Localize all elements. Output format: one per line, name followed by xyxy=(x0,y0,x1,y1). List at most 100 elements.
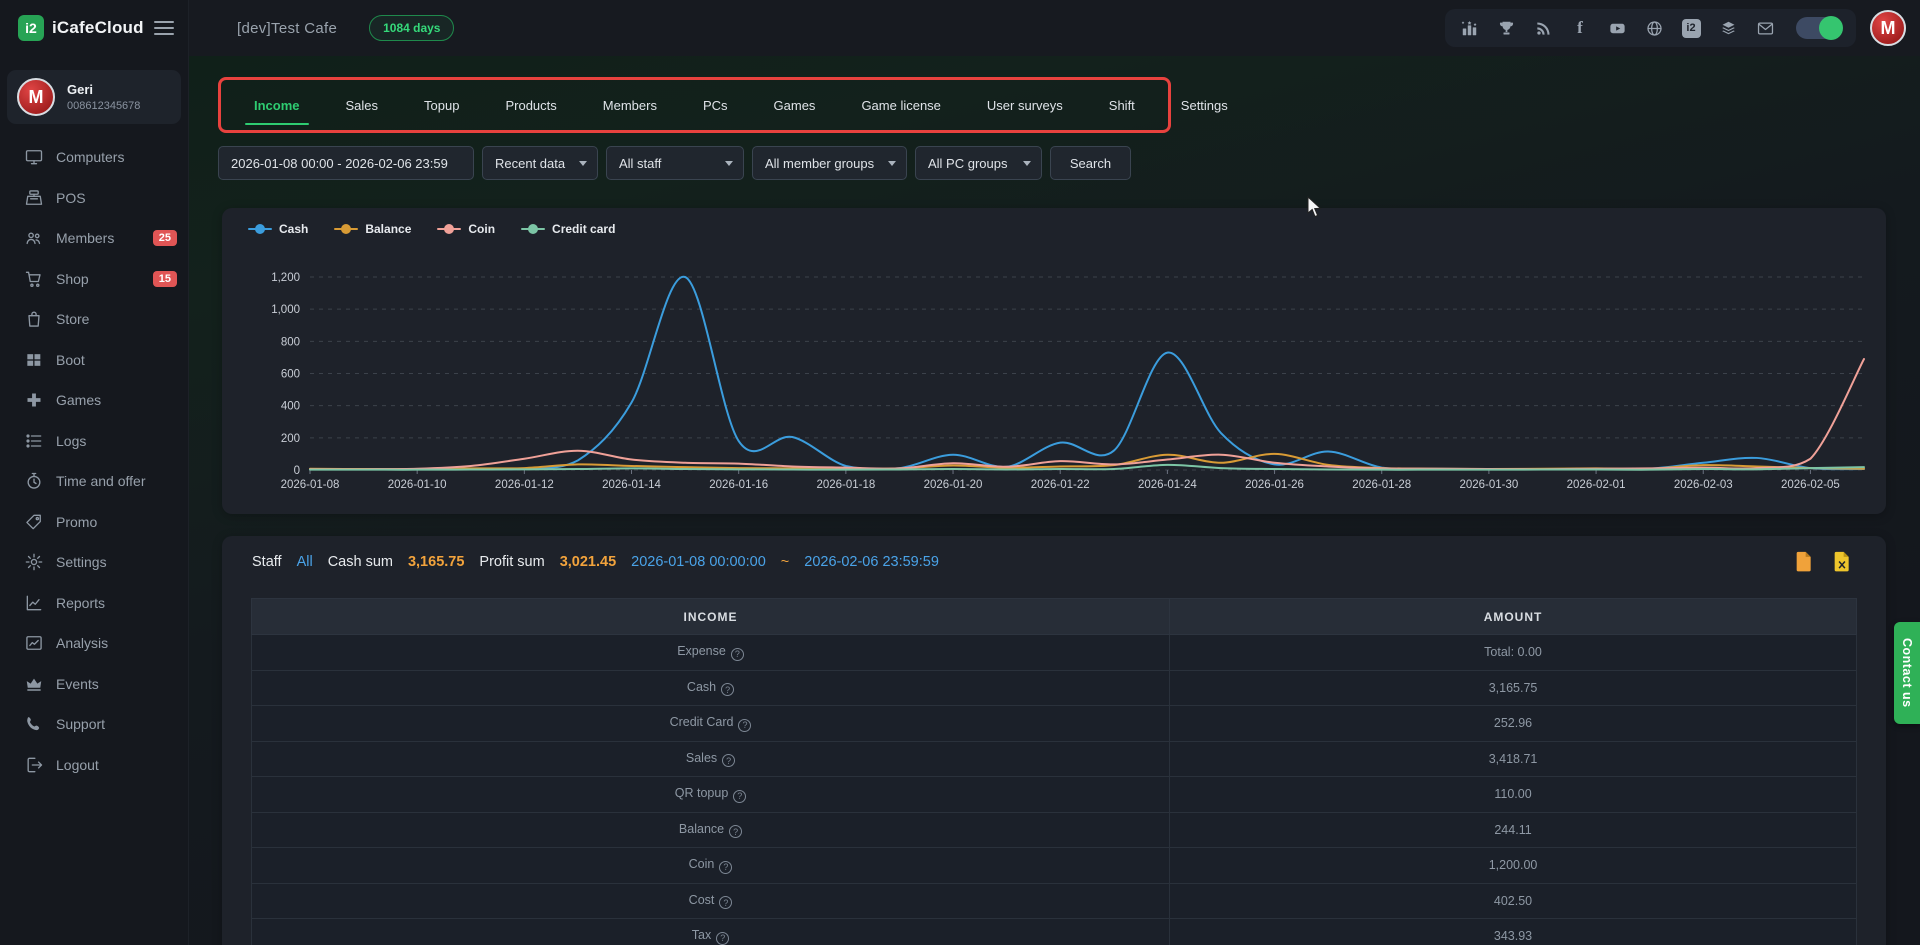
analysis-icon xyxy=(24,633,44,653)
staff-filter-value[interactable]: All xyxy=(297,554,313,570)
tab-income[interactable]: Income xyxy=(231,80,323,130)
sidebar-item-label: Reports xyxy=(56,595,105,611)
table-row: Credit Card?252.96 xyxy=(252,706,1857,742)
sidebar-item-label: Analysis xyxy=(56,635,108,651)
sidebar-item-events[interactable]: Events xyxy=(0,664,189,705)
member-groups-select[interactable]: All member groups xyxy=(752,146,907,180)
table-row: Balance?244.11 xyxy=(252,812,1857,848)
header-icon-tray: f i2 xyxy=(1445,9,1856,47)
svg-text:2026-01-22: 2026-01-22 xyxy=(1031,479,1090,491)
user-phone: 008612345678 xyxy=(67,100,140,112)
sidebar-item-pos[interactable]: POS xyxy=(0,178,189,219)
icafe-icon[interactable]: i2 xyxy=(1681,18,1701,38)
user-card[interactable]: M Geri 008612345678 xyxy=(7,70,181,124)
sidebar-item-support[interactable]: Support xyxy=(0,704,189,745)
svg-text:2026-01-12: 2026-01-12 xyxy=(495,479,554,491)
sidebar-item-boot[interactable]: Boot xyxy=(0,340,189,381)
help-icon[interactable]: ? xyxy=(719,861,732,874)
help-icon[interactable]: ? xyxy=(719,896,732,909)
sidebar-item-label: Games xyxy=(56,392,101,408)
svg-text:2026-01-30: 2026-01-30 xyxy=(1459,479,1518,491)
staff-select[interactable]: All staff xyxy=(606,146,744,180)
pc-groups-select[interactable]: All PC groups xyxy=(915,146,1042,180)
summary-date-from: 2026-01-08 00:00:00 xyxy=(631,554,766,570)
sidebar-item-settings[interactable]: Settings xyxy=(0,542,189,583)
income-row-label: Sales xyxy=(686,751,717,765)
help-icon[interactable]: ? xyxy=(721,683,734,696)
data-select[interactable]: Recent data xyxy=(482,146,598,180)
sidebar-item-logs[interactable]: Logs xyxy=(0,421,189,462)
sidebar-item-time-and-offer[interactable]: Time and offer xyxy=(0,461,189,502)
tab-pcs[interactable]: PCs xyxy=(680,80,751,130)
sidebar-item-games[interactable]: Games xyxy=(0,380,189,421)
top-header: [dev]Test Cafe 1084 days fi2 M xyxy=(189,0,1920,56)
help-icon[interactable]: ? xyxy=(722,754,735,767)
ranking-icon[interactable] xyxy=(1459,18,1479,38)
tab-members[interactable]: Members xyxy=(580,80,680,130)
youtube-icon[interactable] xyxy=(1607,18,1627,38)
chevron-down-icon xyxy=(888,161,896,166)
help-icon[interactable]: ? xyxy=(731,648,744,661)
support-icon xyxy=(24,714,44,734)
sidebar-item-reports[interactable]: Reports xyxy=(0,583,189,624)
members-icon xyxy=(24,228,44,248)
sidebar-item-logout[interactable]: Logout xyxy=(0,745,189,786)
brand-logo-icon[interactable]: i2 xyxy=(18,15,44,41)
summary-date-to: 2026-02-06 23:59:59 xyxy=(804,554,939,570)
income-row-label: Credit Card xyxy=(670,715,734,729)
help-icon[interactable]: ? xyxy=(733,790,746,803)
date-range-input[interactable] xyxy=(218,146,474,180)
sidebar-item-shop[interactable]: Shop15 xyxy=(0,259,189,300)
mail-icon[interactable] xyxy=(1755,18,1775,38)
tab-settings[interactable]: Settings xyxy=(1158,80,1251,130)
pdf-export-icon[interactable] xyxy=(1794,550,1814,573)
svg-text:2026-01-16: 2026-01-16 xyxy=(709,479,768,491)
search-button[interactable]: Search xyxy=(1050,146,1131,180)
svg-text:1,000: 1,000 xyxy=(271,304,300,316)
svg-text:2026-01-20: 2026-01-20 xyxy=(924,479,983,491)
tab-sales[interactable]: Sales xyxy=(323,80,402,130)
help-icon[interactable]: ? xyxy=(716,932,729,945)
excel-export-icon[interactable] xyxy=(1832,550,1852,573)
table-row: Cost?402.50 xyxy=(252,883,1857,919)
summary-tilde: ~ xyxy=(781,554,789,570)
series-coin xyxy=(310,359,1864,469)
header-avatar[interactable]: M xyxy=(1870,10,1906,46)
rss-icon[interactable] xyxy=(1533,18,1553,38)
income-row-amount: Total: 0.00 xyxy=(1170,635,1857,671)
sidebar-item-computers[interactable]: Computers xyxy=(0,137,189,178)
sidebar-item-label: Members xyxy=(56,230,114,246)
sidebar-item-label: Boot xyxy=(56,352,85,368)
sidebar-item-store[interactable]: Store xyxy=(0,299,189,340)
help-icon[interactable]: ? xyxy=(729,825,742,838)
table-row: QR topup?110.00 xyxy=(252,777,1857,813)
logs-icon xyxy=(24,431,44,451)
facebook-icon[interactable]: f xyxy=(1570,18,1590,38)
toggle-knob xyxy=(1819,16,1843,40)
sidebar-item-label: Store xyxy=(56,311,89,327)
cash-sum-value: 3,165.75 xyxy=(408,554,464,570)
brand-name: iCafeCloud xyxy=(52,18,154,38)
tab-user-surveys[interactable]: User surveys xyxy=(964,80,1086,130)
income-line-chart: 02004006008001,0001,2002026-01-082026-01… xyxy=(222,208,1886,514)
tab-games[interactable]: Games xyxy=(751,80,839,130)
svg-text:2026-02-01: 2026-02-01 xyxy=(1567,479,1626,491)
sidebar-item-members[interactable]: Members25 xyxy=(0,218,189,259)
tab-products[interactable]: Products xyxy=(482,80,579,130)
globe-icon[interactable] xyxy=(1644,18,1664,38)
theme-toggle[interactable] xyxy=(1796,17,1842,39)
contact-us-button[interactable]: Contact us xyxy=(1894,622,1920,724)
tab-shift[interactable]: Shift xyxy=(1086,80,1158,130)
layers-icon[interactable] xyxy=(1718,18,1738,38)
promo-icon xyxy=(24,512,44,532)
sidebar-item-analysis[interactable]: Analysis xyxy=(0,623,189,664)
income-row-amount: 1,200.00 xyxy=(1170,848,1857,884)
tab-game-license[interactable]: Game license xyxy=(838,80,963,130)
chevron-down-icon xyxy=(725,161,733,166)
sidebar-item-promo[interactable]: Promo xyxy=(0,502,189,543)
svg-text:2026-01-14: 2026-01-14 xyxy=(602,479,661,491)
menu-hamburger-icon[interactable] xyxy=(154,17,174,39)
help-icon[interactable]: ? xyxy=(738,719,751,732)
tab-topup[interactable]: Topup xyxy=(401,80,482,130)
trophy-icon[interactable] xyxy=(1496,18,1516,38)
